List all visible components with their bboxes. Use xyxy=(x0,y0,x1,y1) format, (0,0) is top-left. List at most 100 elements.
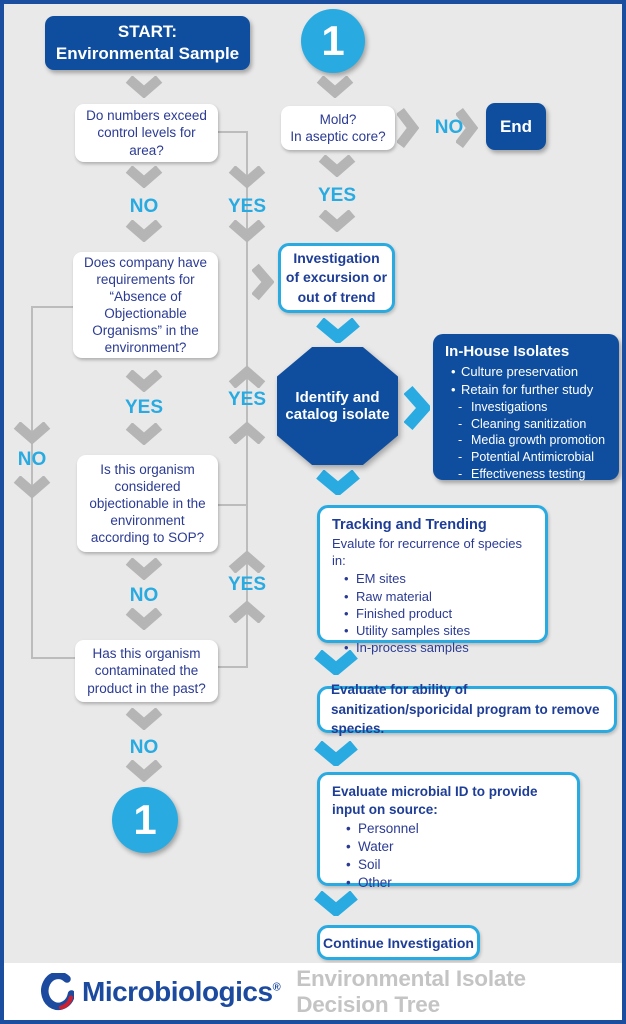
microbiologics-logo-icon xyxy=(40,971,76,1011)
chevron-down-icon xyxy=(124,707,164,731)
list-item: Personnel xyxy=(342,820,569,838)
chevron-down-icon xyxy=(317,154,357,178)
list-item: Raw material xyxy=(340,588,537,605)
no-label: NO xyxy=(17,449,47,470)
start-node: START: Environmental Sample xyxy=(45,16,250,70)
yes-label: YES xyxy=(317,185,357,206)
mold-line2: In aseptic core? xyxy=(290,129,386,144)
list-item: Soil xyxy=(342,856,569,874)
chevron-down-icon xyxy=(317,209,357,233)
chevron-down-icon xyxy=(315,317,361,345)
tracking-subtitle: Evalute for recurrence of species in: xyxy=(332,536,523,569)
chevron-down-icon xyxy=(124,369,164,393)
chevron-up-icon xyxy=(227,550,267,574)
connector-number: 1 xyxy=(133,796,157,843)
question-objectionable-sop: Is this organism considered objectionabl… xyxy=(77,455,218,552)
chevron-up-icon xyxy=(227,365,267,389)
start-line1: START: xyxy=(117,21,178,41)
chevron-up-icon xyxy=(227,600,267,624)
chevron-down-icon xyxy=(124,759,164,783)
chevron-right-icon xyxy=(455,106,479,150)
connector-line xyxy=(218,666,248,668)
chevron-up-icon xyxy=(227,421,267,445)
tracking-title: Tracking and Trending xyxy=(332,517,487,533)
list-item: Utility samples sites xyxy=(340,622,537,639)
end-node: End xyxy=(486,103,546,150)
no-label: NO xyxy=(129,196,159,217)
chevron-down-icon xyxy=(313,649,359,677)
yes-label: YES xyxy=(227,389,267,410)
connector-line xyxy=(218,504,248,506)
no-label: NO xyxy=(129,737,159,758)
chevron-down-icon xyxy=(315,469,361,497)
octagon-line1: Identify and xyxy=(295,389,380,406)
list-item: Media growth promotion xyxy=(445,432,611,449)
question-numbers-exceed: Do numbers exceed control levels for are… xyxy=(75,104,218,162)
chevron-down-icon xyxy=(124,165,164,189)
no-label: NO xyxy=(434,117,464,138)
list-item: Retain for further study xyxy=(445,381,611,399)
chevron-down-icon xyxy=(124,557,164,581)
yes-label: YES xyxy=(227,196,267,217)
brand-text: Microbiologics xyxy=(82,975,273,1007)
question-text: Has this organism contaminated the produ… xyxy=(87,646,206,696)
connector-number: 1 xyxy=(321,17,345,64)
investigation-text: Investigation of excursion or out of tre… xyxy=(285,249,388,305)
connector-line xyxy=(246,131,248,668)
diagram-title: Environmental Isolate Decision Tree xyxy=(296,965,526,1017)
octagon-line2: catalog isolate xyxy=(285,406,390,423)
connector-circle-bottom: 1 xyxy=(112,787,178,853)
list-item: Culture preservation xyxy=(445,363,611,381)
chevron-down-icon xyxy=(124,219,164,243)
chevron-down-icon xyxy=(227,165,267,189)
chevron-down-icon xyxy=(12,475,52,499)
sanitization-text: Evaluate for ability of sanitization/spo… xyxy=(331,682,600,737)
connector-line xyxy=(31,306,33,659)
connector-line xyxy=(218,131,248,133)
inhouse-title: In-House Isolates xyxy=(445,343,570,360)
investigation-node: Investigation of excursion or out of tre… xyxy=(278,243,395,313)
list-item: Investigations xyxy=(445,399,611,416)
chevron-down-icon xyxy=(124,422,164,446)
list-item: Water xyxy=(342,838,569,856)
question-text: Do numbers exceed control levels for are… xyxy=(86,108,207,158)
connector-circle-top: 1 xyxy=(301,9,365,73)
microbial-id-node: Evaluate microbial ID to provide input o… xyxy=(317,772,580,892)
registered-mark: ® xyxy=(272,981,281,994)
inhouse-isolates-node: In-House Isolates Culture preservation R… xyxy=(433,334,619,483)
end-label: End xyxy=(499,116,533,136)
question-text: Is this organism considered objectionabl… xyxy=(89,461,206,546)
list-item: Effectiveness testing xyxy=(445,466,611,483)
connector-line xyxy=(32,306,75,308)
question-text: Does company have requirements for “Abse… xyxy=(83,254,208,356)
question-company-requirements: Does company have requirements for “Abse… xyxy=(73,252,218,358)
question-text: Mold? In aseptic core? xyxy=(290,111,385,145)
list-item: Other xyxy=(342,874,569,892)
chevron-down-icon xyxy=(313,740,359,768)
chevron-down-icon xyxy=(313,890,359,918)
start-line2: Environmental Sample xyxy=(55,44,240,63)
yes-label: YES xyxy=(227,574,267,595)
chevron-down-icon xyxy=(124,607,164,631)
sanitization-node: Evaluate for ability of sanitization/spo… xyxy=(317,682,617,736)
chevron-down-icon xyxy=(12,421,52,445)
chevron-right-icon xyxy=(251,262,275,302)
chevron-down-icon xyxy=(315,75,355,99)
mold-line1: Mold? xyxy=(319,111,357,127)
list-item: EM sites xyxy=(340,570,537,587)
brand-name: Microbiologics® xyxy=(82,975,281,1008)
yes-label: YES xyxy=(124,397,164,418)
identify-catalog-node: Identify and catalog isolate xyxy=(277,347,398,465)
continue-investigation-node: Continue Investigation xyxy=(317,925,480,960)
list-item: Cleaning sanitization xyxy=(445,416,611,433)
chevron-right-icon xyxy=(396,106,420,150)
list-item: In-process samples xyxy=(340,639,537,656)
chevron-right-icon xyxy=(403,385,433,431)
no-label: NO xyxy=(129,585,159,606)
question-contaminated-past: Has this organism contaminated the produ… xyxy=(75,640,218,702)
connector-line xyxy=(32,657,77,659)
microbial-title: Evaluate microbial ID to provide input o… xyxy=(332,784,538,818)
list-item: Finished product xyxy=(340,605,537,622)
chevron-down-icon xyxy=(124,75,164,99)
